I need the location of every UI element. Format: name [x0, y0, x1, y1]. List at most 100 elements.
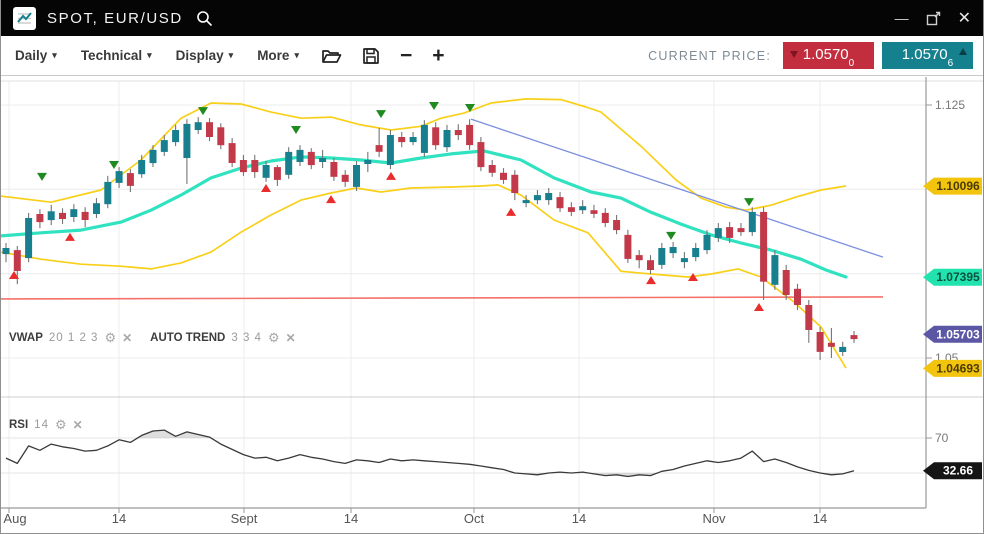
- zoom-out-button[interactable]: −: [399, 43, 413, 67]
- indicator-settings-gear-icon[interactable]: ⚙: [104, 330, 117, 345]
- indicator-settings-gear-icon[interactable]: ⚙: [54, 417, 67, 432]
- sell-signal-icon: [37, 172, 47, 181]
- candle-body: [81, 211, 89, 220]
- buy-signal-icon: [9, 271, 19, 280]
- x-axis-label: Nov: [702, 511, 726, 526]
- indicator-vwap: VWAP 20 1 2 3 ⚙ ✕: [9, 331, 132, 344]
- candle-body: [386, 135, 394, 165]
- candle-body: [567, 207, 575, 212]
- price-badge-label: 1.04693: [936, 361, 980, 375]
- candle-body: [239, 160, 247, 173]
- sell-signal-icon: [198, 107, 208, 116]
- restore-button[interactable]: [926, 11, 941, 26]
- candle-body: [262, 165, 270, 178]
- candle-body: [579, 206, 587, 211]
- x-axis-label: 14: [572, 511, 586, 526]
- candle-body: [827, 342, 835, 347]
- indicator-remove-icon[interactable]: ✕: [285, 330, 296, 345]
- candle-body: [59, 212, 66, 219]
- candle-body: [25, 218, 33, 259]
- candle-body: [138, 160, 146, 175]
- buy-signal-icon: [65, 232, 75, 241]
- candle-body: [319, 158, 327, 162]
- candle-body: [839, 346, 847, 352]
- chart-canvas[interactable]: Aug 14 Sept 14 Oct 14 Nov 141.1251.05701.100961…: [1, 76, 984, 533]
- app-logo-icon: [13, 6, 36, 30]
- candle-body: [206, 122, 213, 137]
- ask-price-value: 1.05706: [901, 45, 954, 69]
- buy-signal-icon: [754, 303, 764, 312]
- price-badge-label: 1.05703: [936, 327, 980, 341]
- candle-body: [330, 162, 338, 177]
- candle-body: [409, 137, 417, 143]
- candle-body: [13, 250, 21, 271]
- candle-body: [466, 124, 474, 146]
- zoom-in-button[interactable]: +: [432, 43, 445, 67]
- indicator-settings-gear-icon[interactable]: ⚙: [267, 330, 280, 345]
- menu-technical[interactable]: Technical ▾: [69, 48, 164, 63]
- indicator-remove-icon[interactable]: ✕: [72, 417, 83, 432]
- chevron-down-icon: ▾: [52, 50, 57, 60]
- sell-signal-icon: [666, 231, 676, 240]
- sell-signal-icon: [109, 161, 119, 170]
- candle-body: [726, 227, 734, 238]
- candle-body: [228, 143, 236, 163]
- open-folder-icon[interactable]: [311, 47, 352, 65]
- candle-body: [2, 248, 10, 255]
- candle-body: [104, 181, 112, 205]
- indicator-params: 14: [34, 418, 49, 431]
- menu-label: Daily: [15, 48, 48, 63]
- candle-body: [47, 211, 55, 221]
- window-controls: — ✕: [895, 8, 971, 28]
- candle-body: [782, 270, 790, 295]
- x-axis-label: 14: [344, 511, 358, 526]
- save-icon[interactable]: [352, 47, 390, 65]
- buy-signal-icon: [326, 195, 336, 204]
- price-up-arrow-icon: [959, 48, 967, 55]
- candle-body: [273, 167, 281, 180]
- indicator-name: VWAP: [9, 331, 43, 344]
- candle-body: [805, 305, 813, 330]
- candle-body: [703, 234, 711, 251]
- buy-signal-icon: [506, 207, 516, 216]
- minimize-button[interactable]: —: [894, 10, 909, 26]
- close-button[interactable]: ✕: [957, 10, 971, 27]
- buy-signal-icon: [688, 273, 698, 282]
- chart-toolbar: Daily ▾ Technical ▾ Display ▾ More ▾: [1, 36, 983, 76]
- candle-body: [375, 145, 383, 152]
- indicator-remove-icon[interactable]: ✕: [122, 330, 133, 345]
- menu-timeframe[interactable]: Daily ▾: [3, 48, 69, 63]
- auto-trend-line: [470, 118, 884, 258]
- candle-body: [172, 130, 180, 143]
- indicator-name: RSI: [9, 418, 29, 431]
- title-bar: SPOT, EUR/USD — ✕: [1, 0, 983, 36]
- candle-body: [647, 260, 654, 270]
- x-axis-label: Oct: [464, 511, 485, 526]
- bid-price-button[interactable]: 1.05700: [783, 42, 874, 69]
- candle-body: [601, 212, 609, 223]
- support-line: [1, 296, 884, 300]
- candle-body: [522, 200, 530, 204]
- ask-price-button[interactable]: 1.05706: [882, 42, 973, 69]
- price-badge: [923, 359, 982, 377]
- candle-body: [183, 123, 191, 158]
- menu-display[interactable]: Display ▾: [164, 48, 246, 63]
- candle-body: [556, 197, 564, 209]
- indicator-params: 20 1 2 3: [48, 331, 99, 344]
- chart-region: Aug 14 Sept 14 Oct 14 Nov 14 1.125 1.05 70 1.10096 1…: [1, 76, 984, 533]
- sell-signal-icon: [744, 198, 754, 207]
- x-axis-label: Aug: [3, 511, 26, 526]
- candle-body: [658, 248, 666, 265]
- buy-signal-icon: [261, 183, 271, 192]
- search-icon[interactable]: [196, 10, 213, 27]
- candle-body: [341, 174, 349, 182]
- candle-body: [307, 151, 315, 166]
- menu-more[interactable]: More ▾: [245, 48, 311, 63]
- candle-body: [353, 165, 360, 187]
- candle-body: [217, 127, 225, 146]
- indicator-name: AUTO TREND: [150, 331, 226, 344]
- sell-signal-icon: [291, 125, 301, 134]
- candle-body: [590, 210, 598, 214]
- candle-body: [635, 255, 643, 261]
